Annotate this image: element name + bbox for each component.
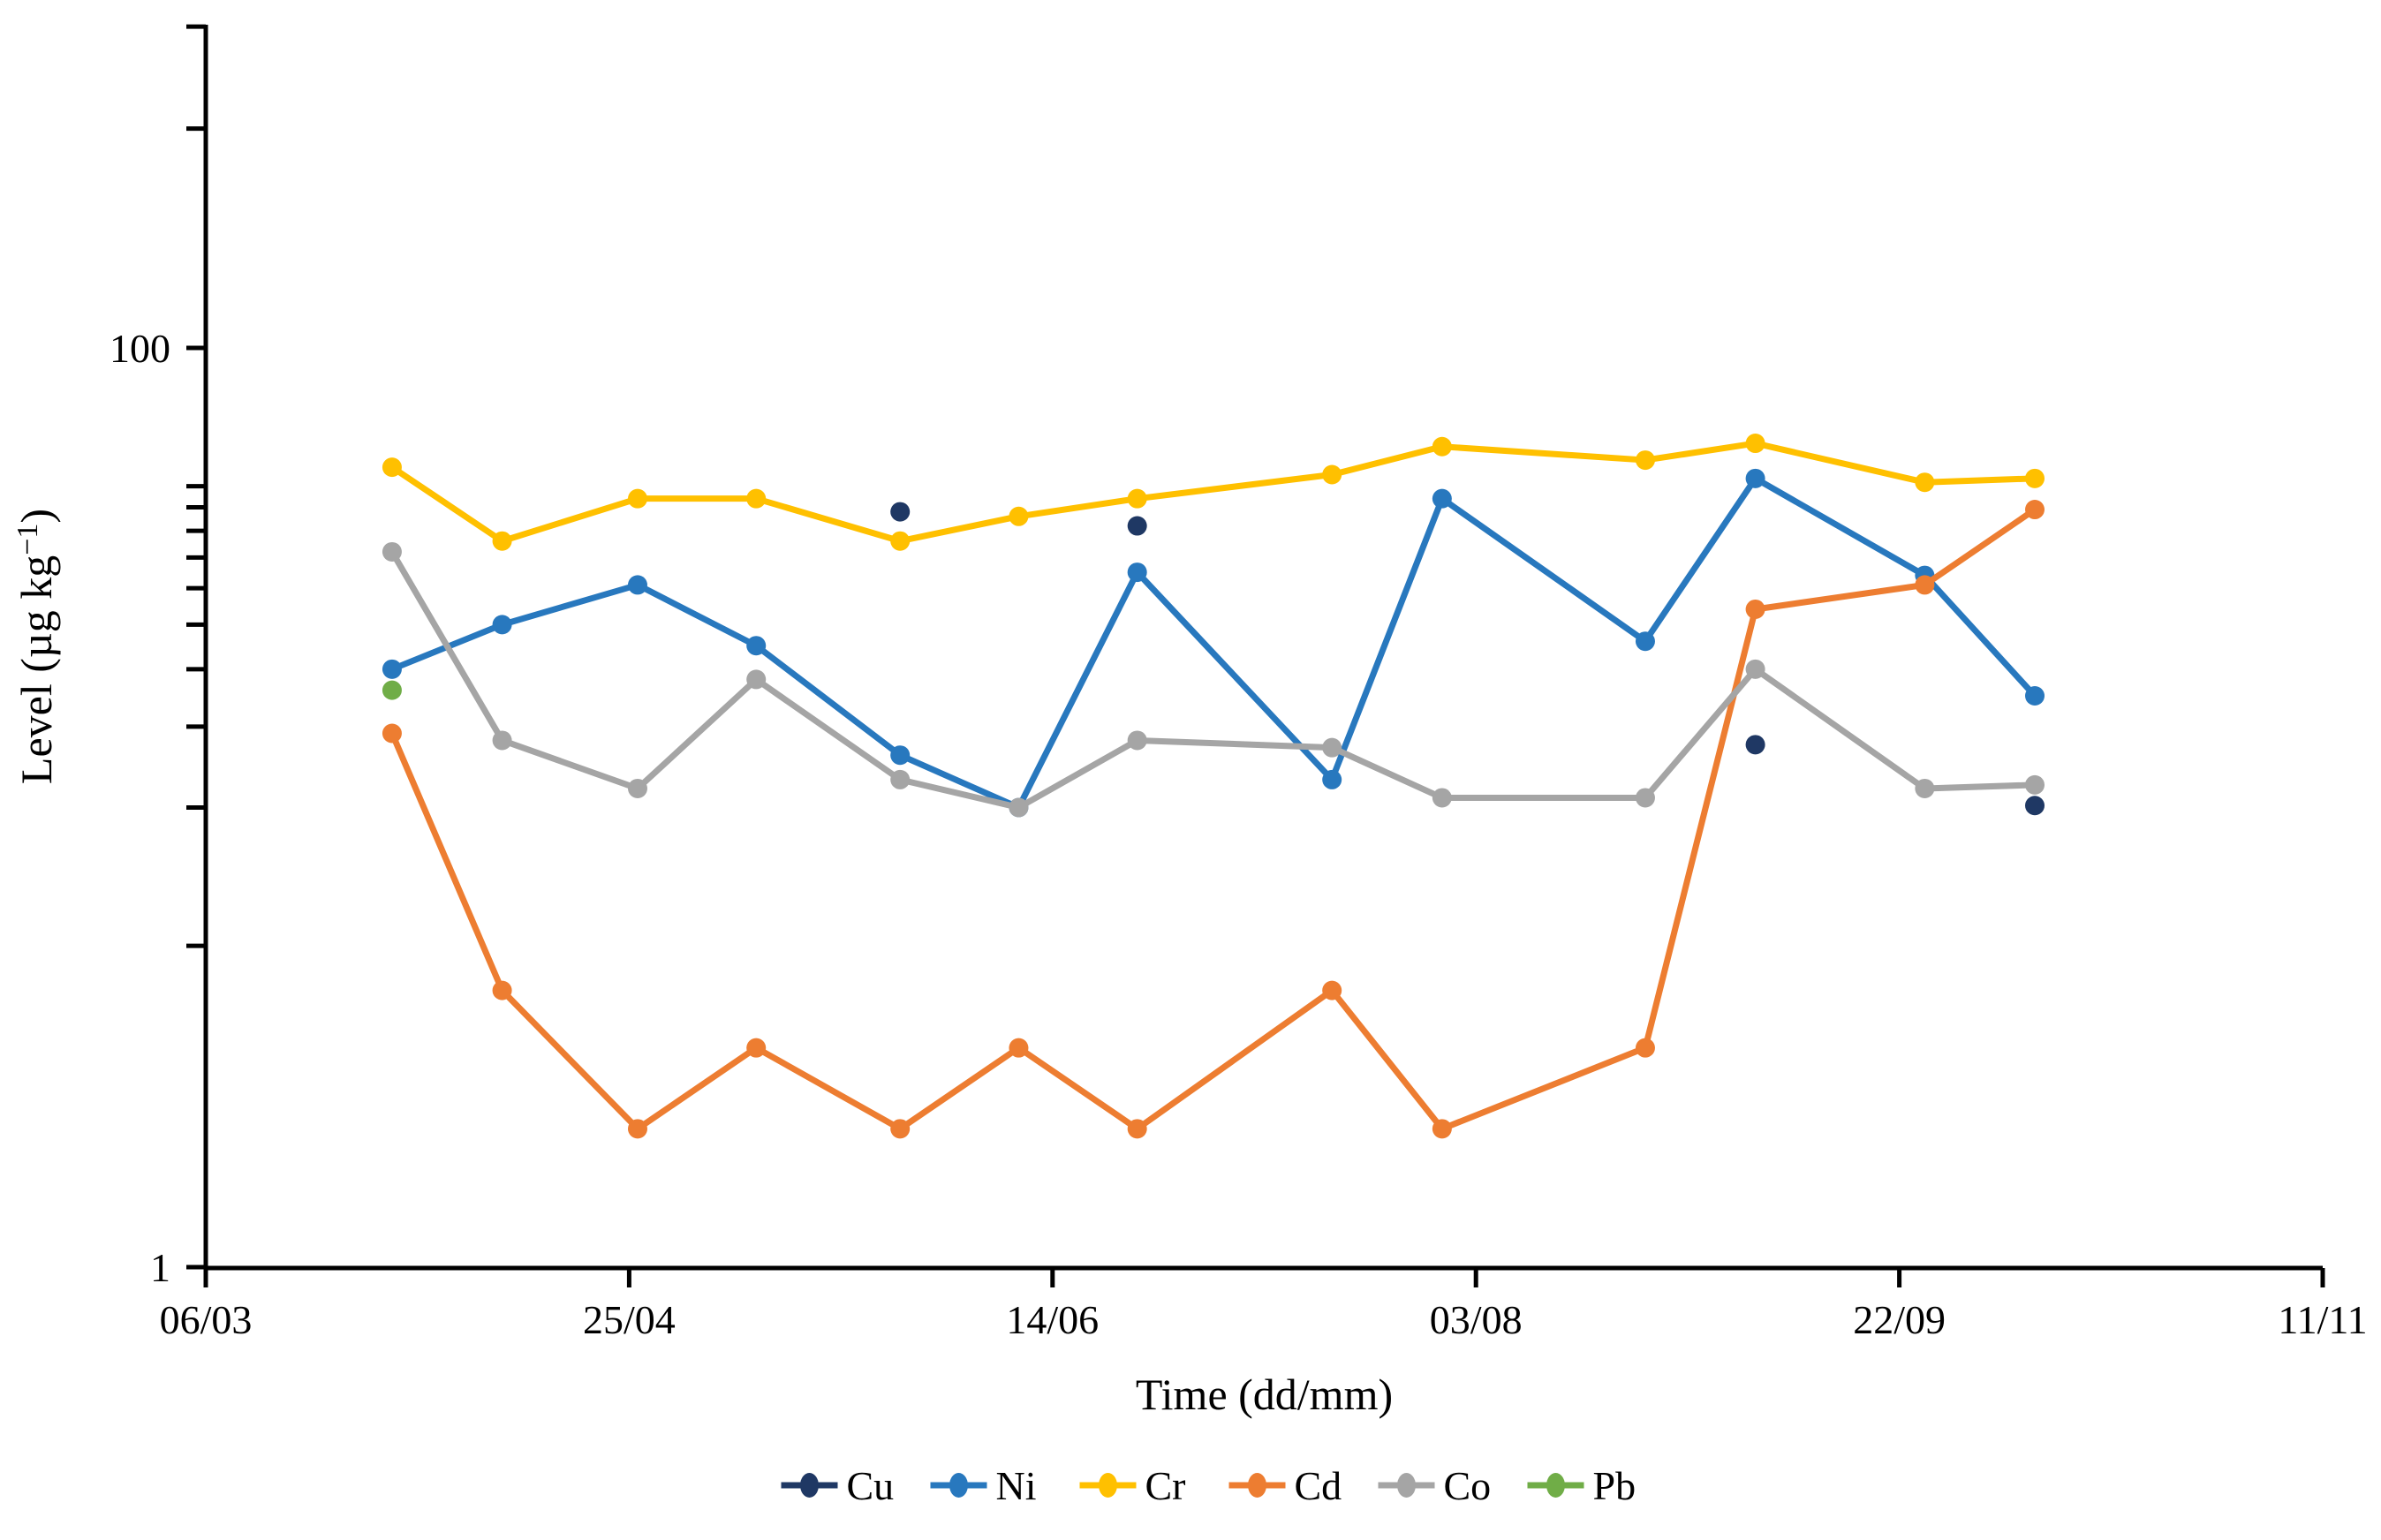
data-point-Co [746,669,767,690]
legend-marker-dot [949,1473,968,1498]
data-point-Ni [1745,468,1765,488]
data-point-Ni [1127,562,1147,583]
data-point-Cr [1745,434,1765,454]
data-point-Ni [746,636,767,656]
data-point-Ni [1635,631,1655,652]
axes: 100 1 06/03 25/04 14/06 03/08 22/09 11/11 Time (… [11,24,2368,1419]
series-line-Cd [389,506,2038,1132]
data-point-Co [1745,659,1765,679]
legend-label: Co [1444,1463,1492,1508]
data-point-Ni [890,745,911,766]
series-Cu [890,502,2045,816]
data-point-Co [1432,788,1452,808]
data-point-Co [1127,730,1147,751]
legend-label: Pb [1593,1463,1636,1508]
data-point-Cr [1915,472,1935,493]
legend-marker-dot [1248,1473,1266,1498]
series-Ni [382,468,2045,818]
data-point-Cd [1745,599,1765,619]
y-tick-label: 100 [110,326,170,371]
series-Cr [382,434,2045,551]
data-point-Cr [1432,436,1452,457]
legend: Cu Ni Cr Cd Co Pb [781,1463,1636,1508]
data-point-Cr [627,488,647,509]
data-point-Cd [1635,1038,1655,1058]
x-tick-label: 11/11 [2278,1297,2367,1342]
legend-label: Ni [996,1463,1037,1508]
data-point-Cd [890,1119,911,1139]
data-point-Cu [2025,796,2045,816]
data-point-Cu [890,502,911,522]
data-point-Ni [382,659,402,679]
series-line-Ni [389,475,2038,811]
legend-item-Pb: Pb [1527,1463,1636,1508]
data-point-Cd [382,723,402,744]
data-point-Cr [1009,506,1029,526]
legend-item-Cd: Cd [1228,1463,1342,1508]
data-point-Cr [2025,468,2045,488]
data-point-Co [492,730,512,751]
x-tick-label: 14/06 [1006,1297,1099,1342]
series-Pb [382,680,402,700]
data-point-Pb [382,680,402,700]
legend-marker-dot [1099,1473,1117,1498]
data-point-Co [1915,778,1935,798]
series-Cd [382,500,2045,1139]
data-point-Cr [382,457,402,478]
data-point-Ni [1432,488,1452,509]
legend-item-Cr: Cr [1079,1463,1186,1508]
data-point-Ni [1322,769,1342,789]
data-point-Cd [746,1038,767,1058]
x-axis-title: Time (dd/mm) [1136,1370,1393,1419]
legend-label: Cd [1295,1463,1342,1508]
legend-marker-dot [1397,1473,1416,1498]
data-point-Cd [1915,575,1935,595]
data-point-Co [1322,737,1342,758]
legend-label: Cu [847,1463,895,1508]
data-point-Cu [1127,516,1147,536]
legend-item-Cu: Cu [781,1463,895,1508]
data-point-Cr [746,488,767,509]
legend-item-Ni: Ni [930,1463,1037,1508]
data-point-Cd [1432,1119,1452,1139]
data-point-Co [382,541,402,562]
data-point-Cr [1322,464,1342,485]
data-point-Cd [627,1119,647,1139]
data-point-Cr [1635,450,1655,471]
x-tick-label: 22/09 [1853,1297,1946,1342]
legend-marker-dot [1546,1473,1565,1498]
data-point-Cd [492,980,512,1000]
data-point-Cd [1127,1119,1147,1139]
data-point-Cd [2025,500,2045,520]
data-point-Co [1635,788,1655,808]
x-tick-label: 06/03 [160,1297,253,1342]
data-point-Co [627,778,647,798]
legend-item-Co: Co [1378,1463,1492,1508]
x-tick-label: 25/04 [583,1297,676,1342]
data-point-Cu [1745,735,1765,755]
data-point-Cr [492,531,512,551]
y-axis-title: Level (µg kg−1) [11,509,61,784]
data-point-Co [2025,774,2045,795]
data-point-Cd [1009,1038,1029,1058]
legend-marker-dot [800,1473,819,1498]
data-point-Ni [627,575,647,595]
x-tick-label: 03/08 [1430,1297,1523,1342]
data-point-Co [1009,797,1029,818]
data-point-Co [890,769,911,789]
data-point-Cr [1127,488,1147,509]
data-point-Ni [492,615,512,635]
data-point-Ni [2025,685,2045,706]
data-point-Cr [890,531,911,551]
data-point-Cd [1322,980,1342,1000]
series-Co [382,541,2045,818]
y-tick-label: 1 [150,1245,170,1290]
legend-label: Cr [1145,1463,1186,1508]
